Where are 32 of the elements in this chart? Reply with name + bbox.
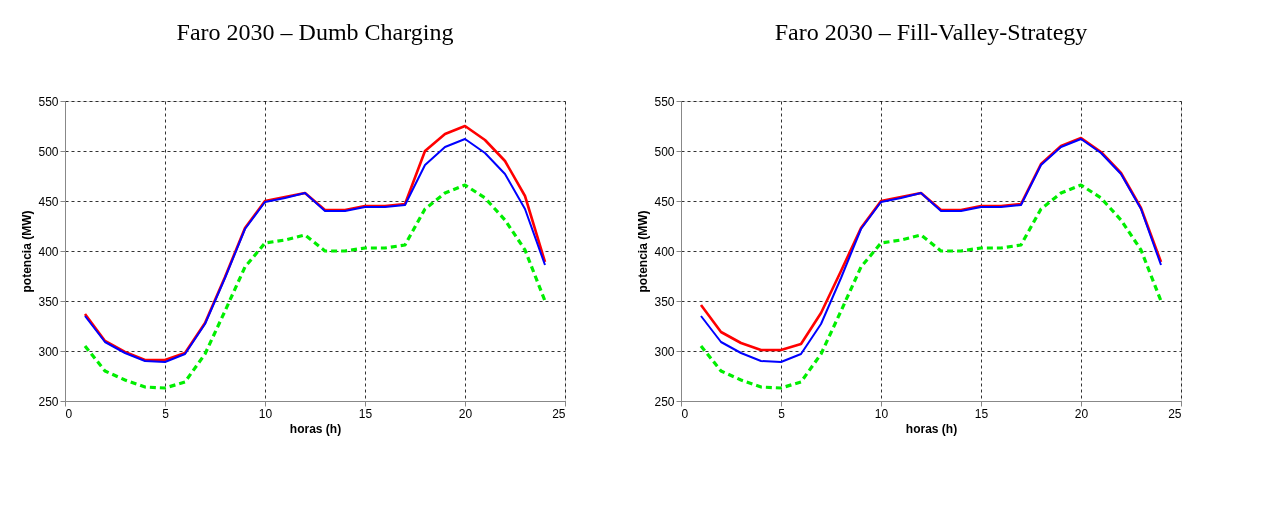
x-tick-label: 15 [974,406,989,421]
y-tick-label: 250 [654,394,675,409]
x-axis-title: horas (h) [289,421,342,436]
x-axis-title: horas (h) [905,421,958,436]
y-tick-label: 250 [38,394,59,409]
y-axis-title: potencia (MW) [636,210,651,293]
y-tick-label: 550 [654,94,675,109]
y-tick-label: 500 [38,144,59,159]
x-tick-label: 15 [358,406,373,421]
y-tick-label: 400 [38,244,59,259]
x-tick-label: 25 [1168,406,1182,421]
y-tick-label: 500 [654,144,675,159]
chart-title: Faro 2030 – Fill-Valley-Strategy [774,19,1088,45]
y-tick-label: 450 [654,194,675,209]
x-tick-label: 10 [874,406,889,421]
x-tick-label: 0 [681,406,689,421]
y-tick-label: 300 [654,344,675,359]
y-tick-label: 300 [38,344,59,359]
chart-title: Faro 2030 – Dumb Charging [176,19,454,45]
y-tick-label: 350 [38,294,59,309]
x-tick-label: 25 [552,406,566,421]
y-tick-label: 450 [38,194,59,209]
x-tick-label: 20 [458,406,473,421]
y-tick-label: 550 [38,94,59,109]
x-tick-label: 5 [778,406,786,421]
y-tick-label: 400 [654,244,675,259]
y-axis-title: potencia (MW) [20,210,35,293]
x-tick-label: 20 [1074,406,1089,421]
x-tick-label: 5 [162,406,170,421]
y-tick-label: 350 [654,294,675,309]
x-tick-label: 10 [258,406,273,421]
x-tick-label: 0 [65,406,73,421]
